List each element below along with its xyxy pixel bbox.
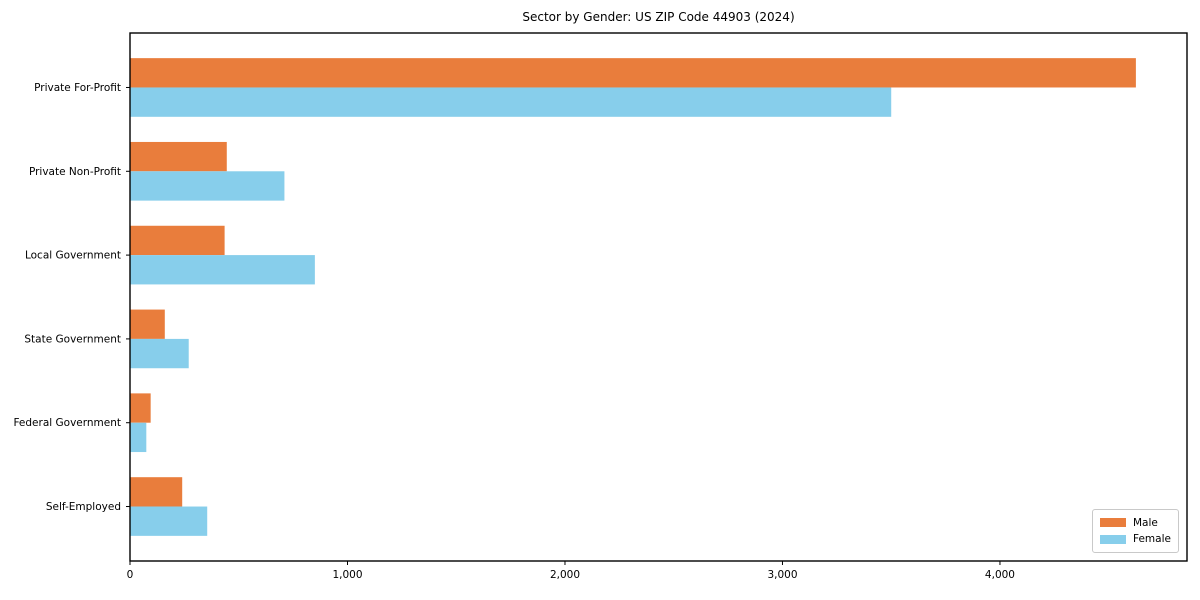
bar-male-3 <box>130 309 165 339</box>
bar-male-2 <box>130 225 225 256</box>
chart-title: Sector by Gender: US ZIP Code 44903 (202… <box>522 10 795 24</box>
legend-label-female: Female <box>1133 533 1171 546</box>
bar-female-0 <box>130 87 892 117</box>
bar-male-1 <box>130 141 227 172</box>
bar-female-2 <box>130 255 315 285</box>
x-tick-label: 2,000 <box>550 569 580 581</box>
x-tick-label: 4,000 <box>985 569 1015 581</box>
y-tick-label: Self-Employed <box>46 501 121 513</box>
y-tick-label: Federal Government <box>13 417 121 429</box>
plot-border <box>129 32 1188 562</box>
bar-female-4 <box>130 422 147 453</box>
bar-female-3 <box>130 338 189 369</box>
bar-male-4 <box>130 393 151 423</box>
legend-item-male: Male <box>1100 517 1171 529</box>
legend: Male Female <box>1092 509 1179 553</box>
legend-swatch-female <box>1100 534 1126 544</box>
bar-female-5 <box>130 506 208 536</box>
bar-male-0 <box>130 58 1136 88</box>
x-tick-label: 1,000 <box>332 569 362 581</box>
legend-swatch-male <box>1100 518 1126 528</box>
y-tick-label: Private Non-Profit <box>29 166 121 178</box>
bar-male-5 <box>130 477 183 507</box>
y-tick-label: State Government <box>24 333 121 345</box>
legend-label-male: Male <box>1133 516 1158 529</box>
y-tick-label: Private For-Profit <box>34 82 121 94</box>
x-tick-label: 3,000 <box>767 569 797 581</box>
bar-female-1 <box>130 171 285 201</box>
y-tick-label: Local Government <box>25 250 121 262</box>
legend-item-female: Female <box>1100 533 1171 545</box>
x-tick-label: 0 <box>127 569 134 581</box>
